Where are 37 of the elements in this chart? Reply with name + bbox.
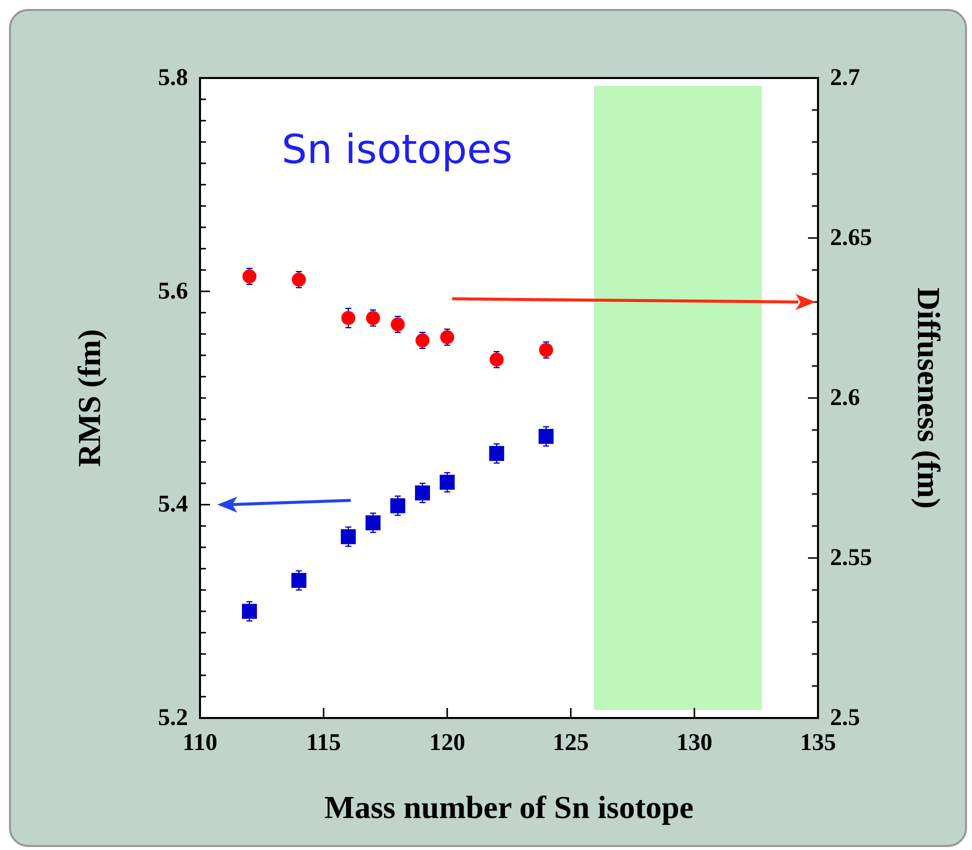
y2-axis-title: Diffuseness (fm): [911, 287, 947, 509]
point: [489, 446, 504, 461]
x-tick-label: 110: [182, 730, 218, 756]
point: [538, 428, 554, 444]
y2-tick-label: 2.7: [830, 65, 860, 91]
y-tick-label: 5.2: [158, 705, 188, 731]
point: [292, 272, 306, 287]
y-tick-label: 5.8: [158, 65, 188, 91]
point: [242, 269, 256, 284]
point: [414, 485, 430, 500]
y-tick-label: 5.4: [158, 492, 188, 518]
y2-tick-label: 2.5: [830, 705, 860, 731]
x-tick-label: 115: [306, 730, 341, 756]
annotation: Sn isotopes: [282, 127, 512, 173]
point: [242, 604, 257, 619]
point: [539, 343, 554, 357]
point: [440, 330, 454, 344]
x-tick-label: 130: [676, 730, 712, 756]
point: [291, 572, 306, 588]
y-axis-title: RMS (fm): [71, 329, 107, 467]
point: [341, 311, 356, 325]
y2-tick-label: 2.6: [830, 385, 860, 411]
y-tick-label: 5.6: [158, 278, 188, 304]
x-tick-label: 120: [429, 730, 466, 756]
point: [390, 498, 406, 514]
x-axis-title: Mass number of Sn isotope: [324, 789, 694, 825]
point: [440, 474, 455, 490]
y2-tick-label: 2.65: [830, 225, 872, 251]
point: [415, 333, 430, 348]
point: [490, 352, 504, 367]
point: [340, 529, 356, 544]
x-tick-label: 125: [552, 730, 589, 756]
y2-tick-label: 2.55: [830, 545, 872, 571]
x-tick-label: 135: [800, 730, 836, 756]
point: [366, 311, 380, 325]
point: [366, 515, 381, 530]
point: [390, 317, 405, 332]
